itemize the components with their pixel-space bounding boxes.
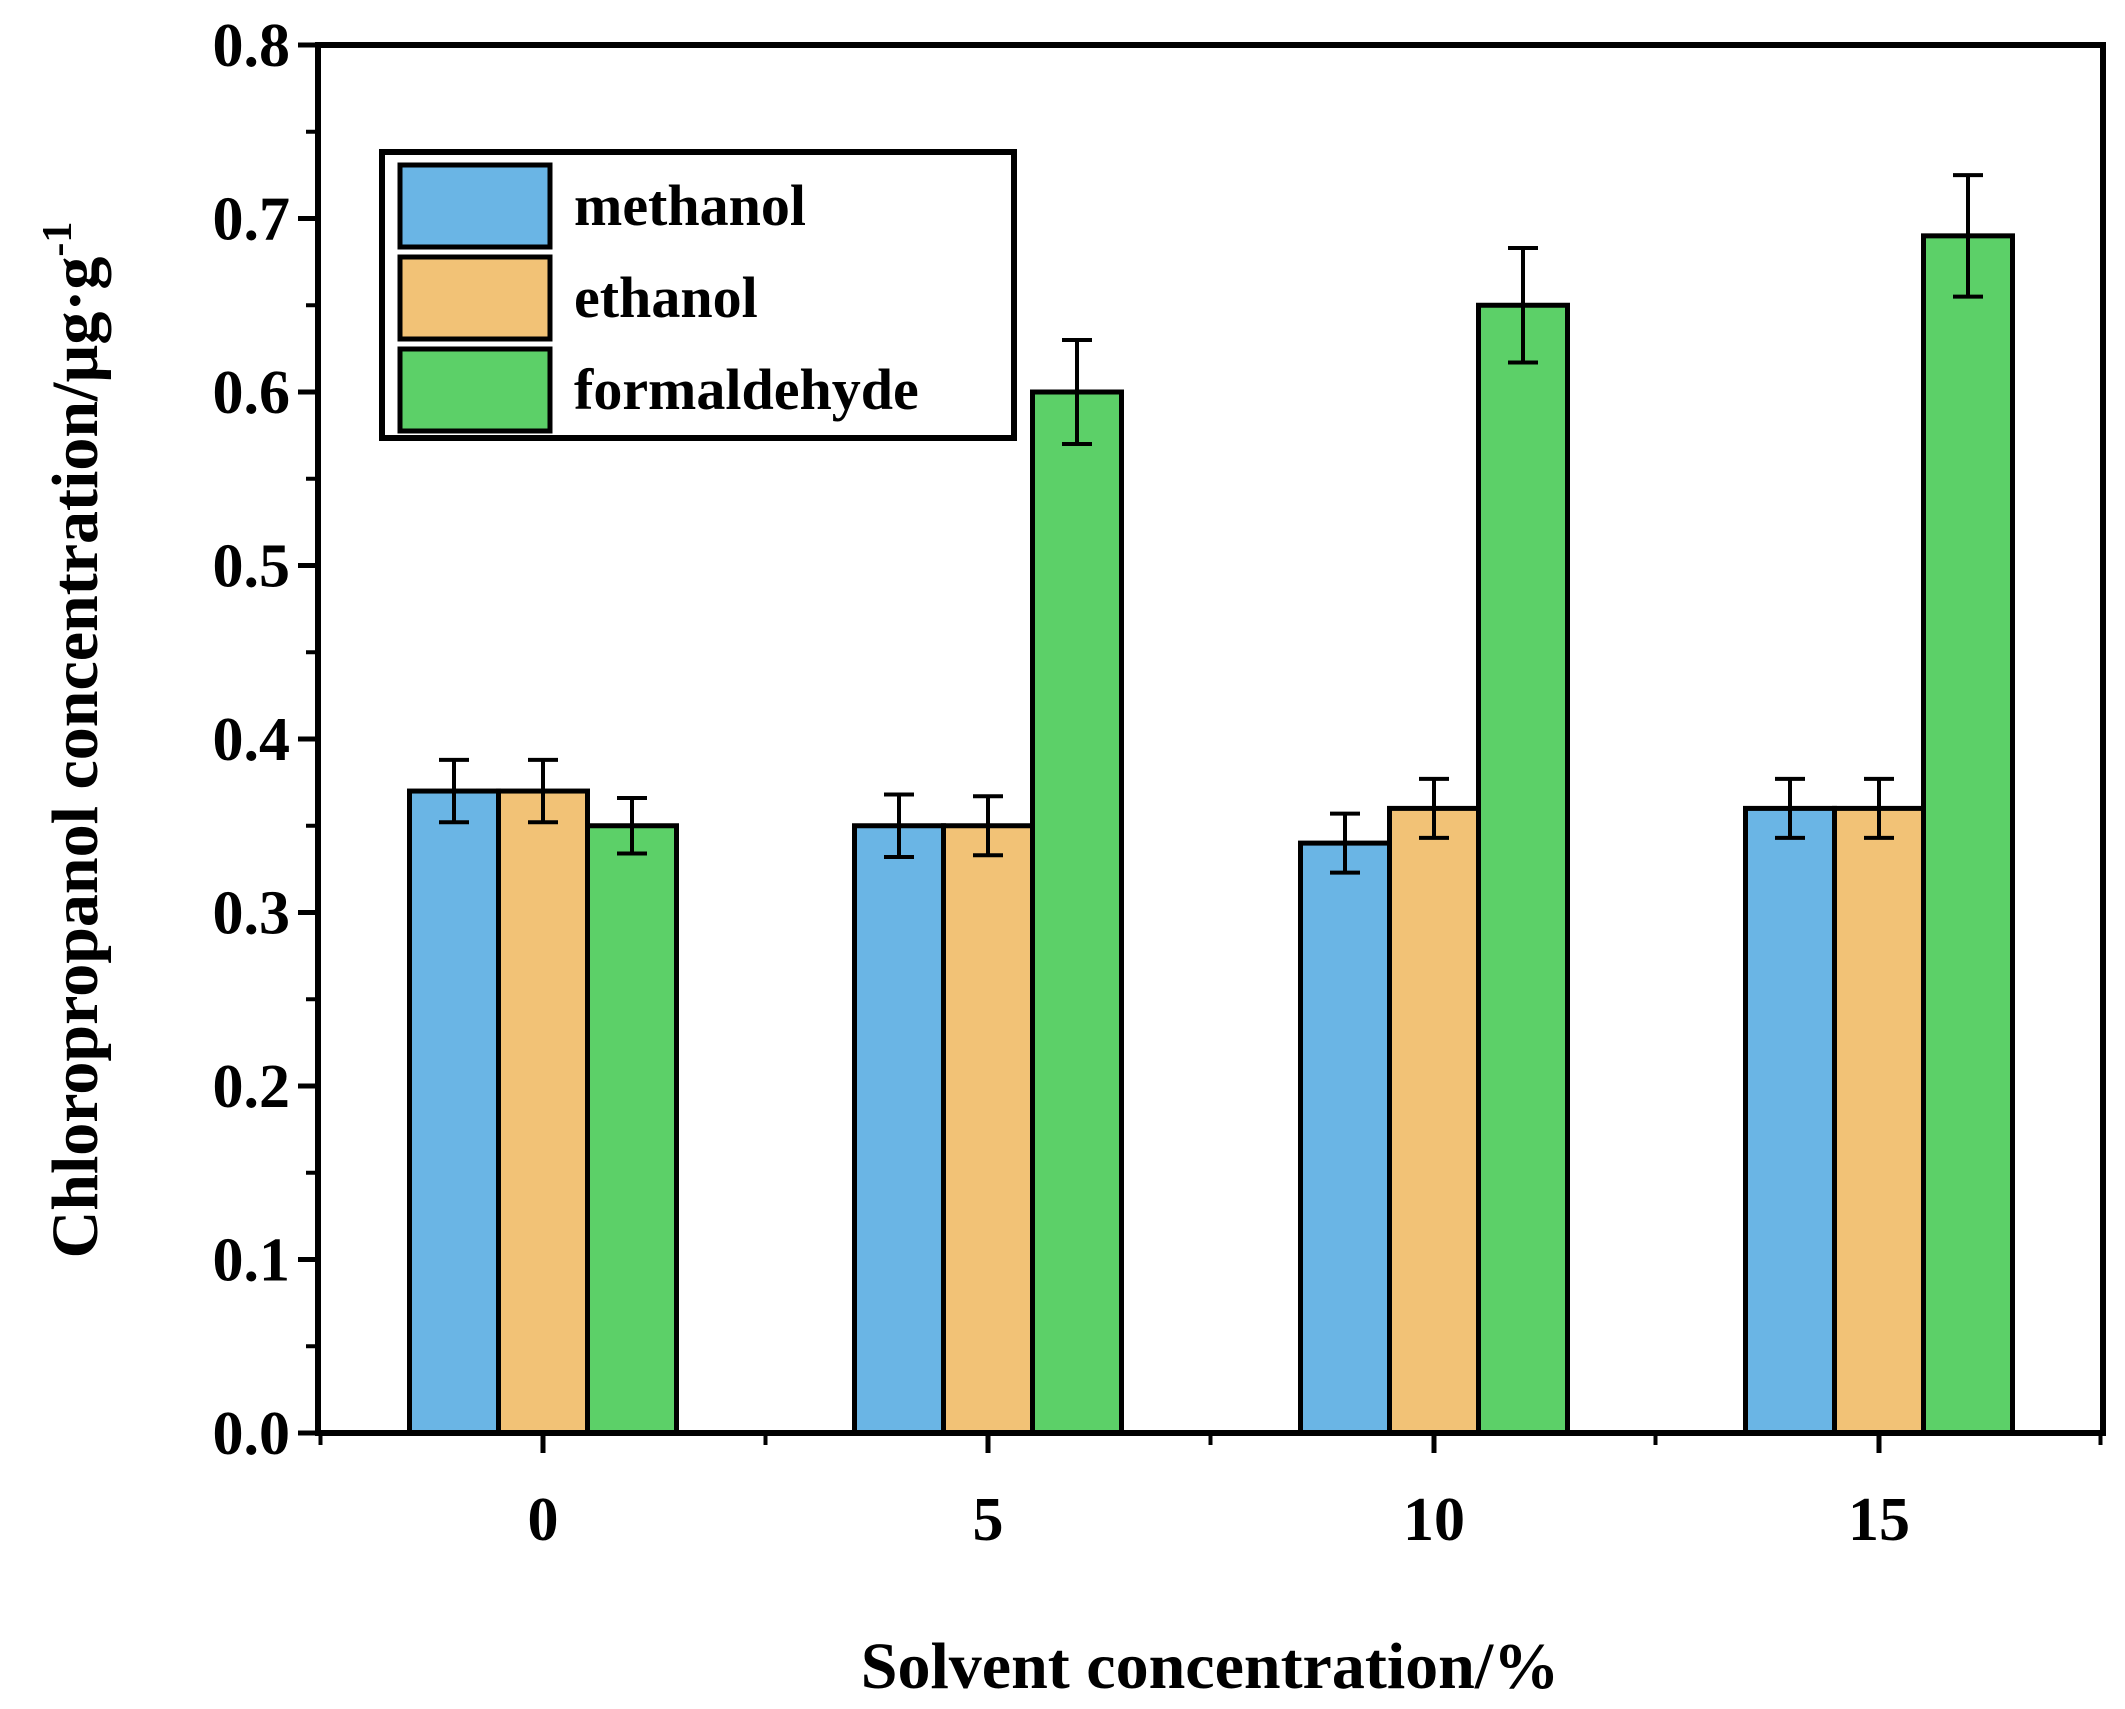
bar-formaldehyde bbox=[1921, 233, 2015, 1436]
y-axis-title: Chloropropanol concentration/µg·g-1 bbox=[35, 222, 112, 1259]
y-tick-label: 0.7 bbox=[213, 186, 291, 254]
x-tick-label: 5 bbox=[973, 1486, 1004, 1554]
bar-methanol bbox=[1298, 840, 1392, 1436]
legend-swatch-ethanol bbox=[397, 254, 553, 342]
y-tick-label: 0.6 bbox=[213, 359, 291, 427]
y-axis-title-main: Chloropropanol concentration/µg·g bbox=[39, 257, 112, 1259]
y-tick-label: 0.3 bbox=[213, 880, 291, 948]
legend-label-methanol: methanol bbox=[574, 173, 806, 238]
x-tick-label: 15 bbox=[1848, 1486, 1910, 1554]
legend-swatch-methanol bbox=[397, 162, 553, 250]
y-tick-label: 0.0 bbox=[213, 1400, 291, 1468]
legend-label-ethanol: ethanol bbox=[574, 265, 758, 330]
y-tick-label: 0.5 bbox=[213, 533, 291, 601]
y-tick-label: 0.4 bbox=[213, 706, 291, 774]
x-tick-label: 10 bbox=[1403, 1486, 1465, 1554]
bar-formaldehyde bbox=[1030, 389, 1124, 1436]
y-axis-title-group: Chloropropanol concentration/µg·g-1 bbox=[35, 222, 112, 1259]
x-axis-ticks: 0 5 10 15 bbox=[318, 1433, 2103, 1554]
bar-ethanol bbox=[1387, 805, 1481, 1436]
y-tick-label: 0.1 bbox=[213, 1227, 291, 1295]
bar-ethanol bbox=[496, 788, 590, 1436]
y-axis-ticks: 0.0 0.1 0.2 0.3 0.4 0.5 0.6 0.7 0.8 bbox=[213, 12, 318, 1468]
bar-ethanol bbox=[941, 823, 1035, 1436]
bar-formaldehyde bbox=[1476, 302, 1570, 1436]
bar-methanol bbox=[1743, 805, 1837, 1436]
bar-formaldehyde bbox=[585, 823, 679, 1436]
bar-methanol bbox=[852, 823, 946, 1436]
y-tick-label: 0.2 bbox=[213, 1053, 291, 1121]
bar-ethanol bbox=[1832, 805, 1926, 1436]
legend-swatch-formaldehyde bbox=[397, 346, 553, 434]
x-axis-title: Solvent concentration/% bbox=[861, 1630, 1559, 1703]
y-tick-label: 0.8 bbox=[213, 12, 291, 80]
legend-label-formaldehyde: formaldehyde bbox=[574, 357, 919, 422]
y-axis-title-superscript: -1 bbox=[35, 222, 81, 257]
x-tick-label: 0 bbox=[528, 1486, 559, 1554]
legend: methanol ethanol formaldehyde bbox=[379, 149, 1017, 441]
plot-marks bbox=[407, 173, 2015, 1436]
bar-methanol bbox=[407, 788, 501, 1436]
